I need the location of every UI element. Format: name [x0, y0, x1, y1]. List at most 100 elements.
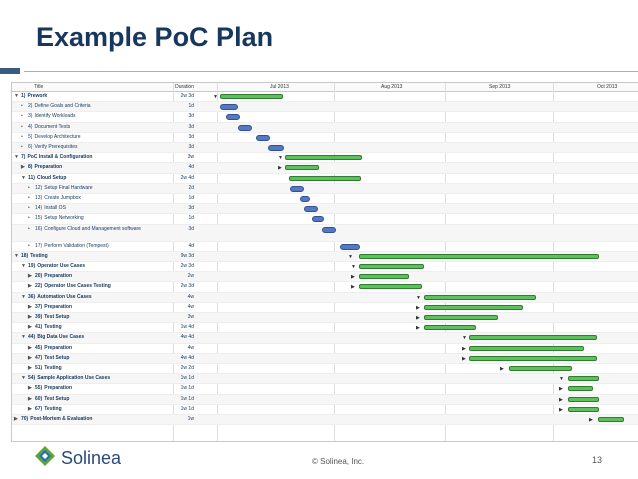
collapse-toggle-icon[interactable]: ▼ — [14, 252, 19, 259]
gantt-row[interactable]: ▶ 20) Preparation 2w ▶ — [12, 272, 638, 283]
summary-bar[interactable] — [220, 94, 283, 99]
summary-bar[interactable] — [289, 175, 361, 181]
expand-toggle-icon[interactable]: ▶ — [28, 395, 32, 402]
collapse-toggle-icon[interactable]: ▼ — [21, 293, 26, 300]
collapse-toggle-icon[interactable]: ▼ — [21, 174, 26, 181]
timeline-toggle-icon[interactable]: ▶ — [416, 315, 420, 321]
summary-bar[interactable] — [424, 325, 476, 331]
timeline-toggle-icon[interactable]: ▶ — [462, 355, 466, 362]
gantt-row[interactable]: ▼ 44) Big Data Use Cases 4w 4d ▼ — [12, 333, 638, 344]
summary-bar[interactable] — [568, 386, 593, 392]
timeline-toggle-icon[interactable]: ▼ — [462, 335, 467, 342]
summary-bar[interactable] — [359, 274, 409, 280]
timeline-toggle-icon[interactable]: ▶ — [559, 396, 563, 403]
collapse-toggle-icon[interactable]: ▼ — [21, 263, 26, 269]
timeline-toggle-icon[interactable]: ▶ — [416, 325, 420, 332]
gantt-row[interactable]: ▶ 70) Post-Mortem & Evaluation 1w ▶ — [12, 415, 638, 426]
collapse-toggle-icon[interactable]: ▼ — [14, 154, 19, 161]
summary-bar[interactable] — [285, 155, 362, 161]
gantt-row[interactable]: ▶ 51) Testing 2w 2d ▶ — [12, 364, 638, 375]
expand-toggle-icon[interactable]: ▶ — [28, 324, 32, 331]
timeline-toggle-icon[interactable]: ▶ — [589, 417, 593, 423]
gantt-row[interactable]: ▶ 37) Preparation 4w ▶ — [12, 303, 638, 313]
gantt-row[interactable]: • 3) Identify Workloads 3d — [12, 112, 638, 123]
summary-bar[interactable] — [359, 264, 424, 269]
gantt-row[interactable]: ▼11)Cloud Setup 2w 4d ▼ — [12, 174, 638, 184]
expand-toggle-icon[interactable]: ▶ — [28, 314, 32, 320]
gantt-row[interactable]: ▼ 18) Testing 9w 3d ▼ — [12, 251, 638, 262]
gantt-row[interactable]: • 13) Create Jumpbox 1d — [12, 194, 638, 205]
summary-bar[interactable] — [469, 335, 597, 341]
timeline-toggle-icon[interactable]: ▶ — [462, 345, 466, 352]
summary-bar[interactable] — [424, 304, 523, 310]
gantt-row[interactable]: ▶ 41) Testing 1w 4d ▶ — [12, 323, 638, 334]
task-bar[interactable] — [238, 124, 252, 131]
summary-bar[interactable] — [424, 315, 498, 320]
timeline-toggle-icon[interactable]: ▼ — [559, 376, 564, 383]
collapse-toggle-icon[interactable]: ▼ — [21, 375, 26, 382]
expand-toggle-icon[interactable]: ▶ — [28, 283, 32, 290]
gantt-row[interactable]: ▶ 67) Testing 1w 1d ▶ — [12, 405, 638, 415]
timeline-toggle-icon[interactable]: ▼ — [351, 264, 356, 270]
gantt-row[interactable]: ▶ 55) Preparation 1w 1d ▶ — [12, 384, 638, 395]
gantt-row[interactable]: • 16) Configure Cloud and Management softw… — [12, 224, 638, 242]
gantt-row[interactable]: ▶ 39) Test Setup 3w ▶ — [12, 313, 638, 324]
timeline-toggle-icon[interactable]: ▶ — [351, 284, 355, 291]
expand-toggle-icon[interactable]: ▶ — [28, 273, 32, 280]
gantt-row[interactable]: • 14) Install OS 3d — [12, 204, 638, 215]
expand-toggle-icon[interactable]: ▶ — [28, 303, 32, 310]
gantt-row[interactable]: ▶ 45) Preparation 4w ▶ — [12, 344, 638, 354]
task-bar[interactable] — [304, 206, 318, 213]
summary-bar[interactable] — [469, 355, 597, 361]
gantt-row[interactable]: • 12) Setup Final Hardware 2d — [12, 183, 638, 194]
gantt-row[interactable]: • 2) Define Goals and Criteria 1d — [12, 102, 638, 113]
gantt-row[interactable]: ▼ 19) Operator Use Cases 2w 3d ▼ — [12, 262, 638, 273]
summary-bar[interactable] — [568, 406, 599, 412]
collapse-toggle-icon[interactable]: ▼ — [21, 334, 26, 341]
task-bar[interactable] — [290, 185, 304, 192]
gantt-row[interactable]: ▼ 54) Sample Application Use Cases 1w 1d ▼ — [12, 374, 638, 385]
gantt-row[interactable]: ▼ 7) PoC Install & Configuration 3w ▼ — [12, 153, 638, 164]
expand-toggle-icon[interactable]: ▶ — [28, 365, 32, 371]
timeline-toggle-icon[interactable]: ▼ — [213, 94, 218, 100]
summary-bar[interactable] — [568, 376, 599, 382]
gantt-row[interactable]: • 5) Develop Architecture 3d — [12, 133, 638, 143]
expand-toggle-icon[interactable]: ▶ — [28, 354, 32, 361]
expand-toggle-icon[interactable]: ▶ — [14, 416, 18, 422]
task-bar[interactable] — [226, 114, 240, 121]
timeline-toggle-icon[interactable]: ▼ — [348, 253, 353, 260]
task-bar[interactable] — [312, 216, 324, 223]
timeline-toggle-icon[interactable]: ▶ — [278, 165, 282, 172]
summary-bar[interactable] — [598, 417, 624, 422]
gantt-row[interactable]: ▶ 60) Test Setup 1w 1d ▶ — [12, 394, 638, 405]
task-bar[interactable] — [300, 196, 310, 202]
task-bar[interactable] — [256, 134, 270, 141]
gantt-row[interactable]: • 17) Perform Validation (Tempest) 4d — [12, 242, 638, 252]
header-duration[interactable]: Duration — [175, 84, 194, 90]
summary-bar[interactable] — [424, 294, 536, 300]
timeline-toggle-icon[interactable]: ▶ — [500, 366, 504, 372]
task-bar[interactable] — [220, 104, 238, 111]
summary-bar[interactable] — [568, 396, 599, 402]
timeline-toggle-icon[interactable]: ▼ — [278, 155, 283, 162]
gantt-row[interactable]: ▼ 36) Automation Use Cases 4w ▼ — [12, 292, 638, 303]
expand-toggle-icon[interactable]: ▶ — [28, 405, 32, 412]
gantt-row[interactable]: • 15) Setup Networking 1d — [12, 214, 638, 225]
gantt-row[interactable]: ▶ 8) Preparation 4d ▶ — [12, 163, 638, 174]
timeline-toggle-icon[interactable]: ▶ — [351, 274, 355, 281]
summary-bar[interactable] — [285, 165, 319, 171]
task-bar[interactable] — [268, 145, 284, 151]
timeline-toggle-icon[interactable]: ▶ — [559, 386, 563, 393]
timeline-toggle-icon[interactable]: ▶ — [416, 304, 420, 311]
summary-bar[interactable] — [509, 366, 572, 371]
timeline-toggle-icon[interactable]: ▼ — [416, 294, 421, 301]
timeline-toggle-icon[interactable]: ▶ — [559, 406, 563, 413]
gantt-row[interactable]: • 4) Document Tests 3d — [12, 122, 638, 133]
gantt-row[interactable]: ▼ 1) Prework 2w 3d ▼ — [12, 92, 638, 103]
gantt-row[interactable]: ▶ 22) Operator Use Cases Testing 2w 3d ▶ — [12, 282, 638, 293]
expand-toggle-icon[interactable]: ▶ — [28, 344, 32, 351]
gantt-row[interactable]: ▶ 47) Test Setup 4w 4d ▶ — [12, 353, 638, 364]
summary-bar[interactable] — [469, 345, 584, 351]
summary-bar[interactable] — [359, 284, 422, 290]
expand-toggle-icon[interactable]: ▶ — [28, 385, 32, 392]
